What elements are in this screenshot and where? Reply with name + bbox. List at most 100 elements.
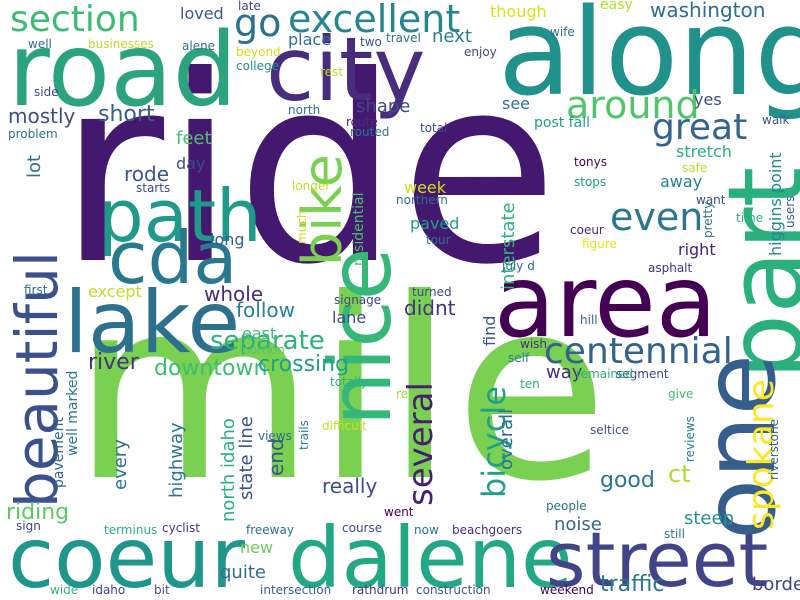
word: street: [546, 515, 769, 600]
word: ct: [668, 460, 691, 488]
word: separate: [210, 326, 325, 356]
word: road: [8, 11, 238, 130]
word: see: [502, 94, 531, 113]
word: intersection: [260, 583, 332, 597]
word: residential: [351, 192, 367, 266]
word: bit: [154, 583, 170, 597]
word: steep: [684, 508, 735, 529]
word: well marked: [65, 370, 81, 456]
word: two: [360, 35, 382, 49]
word: wife: [550, 25, 575, 39]
word: every: [110, 439, 131, 490]
word: washington: [650, 0, 766, 22]
word: excellent: [288, 0, 461, 41]
word: find: [480, 315, 499, 346]
word: travel: [386, 31, 421, 45]
word: higgins point: [766, 152, 785, 256]
word: mile: [72, 245, 609, 536]
word: away: [660, 172, 703, 191]
word: trails: [297, 420, 311, 450]
word: good: [600, 468, 655, 493]
word: follow: [236, 298, 295, 322]
word: walk: [762, 113, 790, 127]
word: week: [404, 178, 447, 197]
word: really: [322, 474, 378, 498]
word: businesses: [88, 37, 154, 51]
word: highway: [166, 422, 187, 498]
word: late: [238, 0, 261, 13]
word: east: [242, 324, 277, 343]
word: though: [490, 2, 547, 21]
word: cyclist: [162, 521, 200, 535]
word: lot: [24, 154, 45, 178]
word: idaho: [92, 583, 126, 597]
word: weekend: [540, 583, 594, 597]
word: first: [24, 283, 48, 297]
word: longer: [292, 179, 331, 193]
word: ride: [58, 21, 559, 321]
word: several: [401, 382, 441, 506]
word: yes: [694, 90, 722, 109]
word: coeur: [570, 223, 604, 237]
word: long: [210, 230, 245, 249]
word: tonys: [574, 155, 608, 169]
word: go: [234, 1, 282, 45]
word: riding: [6, 500, 70, 525]
word: wish: [520, 337, 548, 351]
word: totally: [330, 375, 368, 389]
word: side: [34, 85, 59, 99]
word: construction: [416, 583, 491, 597]
word: traffic: [600, 572, 665, 597]
word: college: [236, 59, 279, 73]
word: right: [678, 240, 716, 259]
word: short: [98, 102, 155, 127]
word: pavement: [51, 417, 67, 488]
word: well: [28, 37, 52, 51]
word: noise: [554, 514, 602, 535]
word: starts: [136, 181, 171, 195]
word: paved: [410, 214, 460, 233]
word: stretch: [676, 142, 732, 161]
word: difficult: [322, 419, 367, 433]
word: new: [240, 538, 274, 557]
word: want: [696, 193, 726, 207]
word: asphalt: [648, 261, 693, 275]
word: time: [736, 211, 764, 225]
word: end: [264, 438, 288, 476]
word: rathdrum: [352, 583, 409, 597]
word: riverstone: [767, 419, 781, 480]
word: dalene: [288, 509, 573, 600]
word: area: [494, 243, 717, 360]
word: self: [508, 351, 530, 365]
word: turned: [412, 285, 452, 299]
word: give: [668, 387, 694, 401]
word: way: [546, 362, 583, 383]
word: total: [420, 121, 448, 135]
word: day: [176, 154, 206, 173]
word: north: [288, 103, 321, 117]
word: signage: [334, 293, 382, 307]
word: great: [652, 107, 748, 148]
word: terminus: [104, 523, 158, 537]
word: whole: [204, 282, 264, 306]
word: ten: [520, 377, 540, 391]
word: wide: [50, 583, 79, 597]
word: next: [432, 26, 472, 47]
word: centennial: [544, 331, 733, 372]
word: alene: [182, 39, 216, 53]
word: path: [98, 174, 262, 258]
word: around: [566, 83, 700, 127]
word: cda: [108, 216, 238, 300]
word: feet: [176, 128, 212, 149]
word: beachgoers: [452, 523, 523, 537]
word: stops: [574, 175, 607, 189]
word: interstate: [498, 202, 519, 290]
word: rode: [124, 162, 170, 186]
word: beyond: [236, 45, 281, 59]
word: coeur: [8, 509, 246, 600]
word: mostly: [8, 104, 76, 128]
word: crossing: [258, 352, 350, 377]
word: didnt: [404, 296, 456, 320]
word: lake: [64, 273, 241, 373]
